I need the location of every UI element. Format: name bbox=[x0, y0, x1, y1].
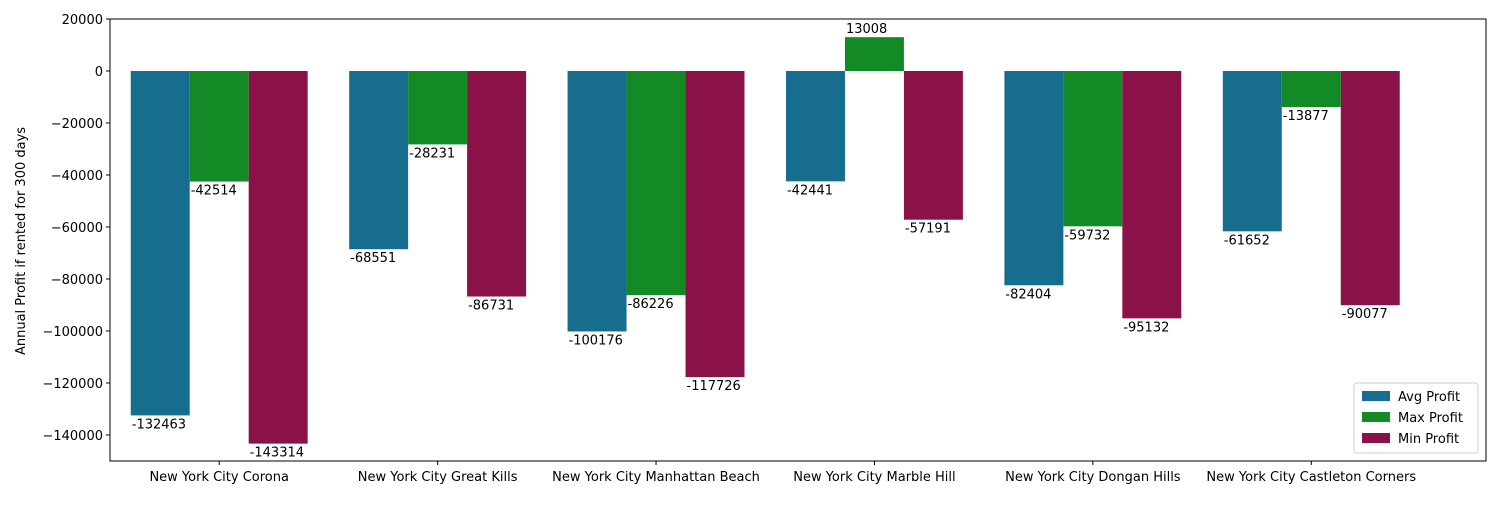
legend-entry-label: Max Profit bbox=[1398, 411, 1463, 426]
data-label: -42514 bbox=[191, 184, 237, 199]
bar-max-profit bbox=[1063, 71, 1123, 227]
bar-avg-profit bbox=[130, 71, 190, 416]
bar-avg-profit bbox=[1004, 71, 1064, 286]
x-tick-label: New York City Dongan Hills bbox=[1005, 470, 1181, 485]
data-label: -132463 bbox=[132, 417, 186, 432]
y-tick-label: −120000 bbox=[42, 377, 103, 392]
y-axis-label: Annual Profit if rented for 300 days bbox=[14, 127, 29, 355]
y-tick-label: −80000 bbox=[51, 273, 103, 288]
legend-swatch bbox=[1362, 391, 1390, 401]
bar-min-profit bbox=[685, 71, 745, 378]
bar-avg-profit bbox=[785, 71, 845, 182]
bar-max-profit bbox=[408, 71, 468, 145]
bars-layer bbox=[130, 37, 1400, 444]
bar-min-profit bbox=[248, 71, 308, 444]
bar-min-profit bbox=[1340, 71, 1400, 306]
y-tick-label: −40000 bbox=[51, 169, 103, 184]
data-label: -61652 bbox=[1224, 233, 1270, 248]
y-tick-label: −60000 bbox=[51, 221, 103, 236]
y-tick-label: −100000 bbox=[42, 325, 103, 340]
y-tick-label: −20000 bbox=[51, 117, 103, 132]
bar-min-profit bbox=[903, 71, 963, 220]
data-label: -86226 bbox=[628, 297, 674, 312]
bar-max-profit bbox=[1281, 71, 1341, 108]
data-label: -57191 bbox=[905, 222, 951, 237]
data-label: -100176 bbox=[569, 333, 623, 348]
bar-avg-profit bbox=[349, 71, 409, 250]
data-label: -86731 bbox=[468, 299, 514, 314]
legend-entry-label: Avg Profit bbox=[1398, 390, 1460, 405]
data-label: -13877 bbox=[1283, 109, 1329, 124]
legend: Avg Profit Max Profit Min Profit bbox=[1353, 382, 1479, 454]
data-label: 13008 bbox=[846, 22, 887, 37]
data-label: -117726 bbox=[687, 379, 741, 394]
legend-swatch bbox=[1362, 412, 1390, 422]
bar-avg-profit bbox=[1222, 71, 1282, 232]
legend-swatch bbox=[1362, 433, 1390, 443]
bar-max-profit bbox=[844, 37, 904, 71]
y-tick-label: −140000 bbox=[42, 429, 103, 444]
data-label: -143314 bbox=[250, 446, 304, 461]
x-tick-label: New York City Manhattan Beach bbox=[552, 470, 760, 485]
data-labels-layer: -132463 -68551 -100176 -42441 -82404 -61652 -4… bbox=[132, 22, 1388, 460]
bar-min-profit bbox=[1122, 71, 1182, 319]
plot-frame bbox=[109, 18, 1487, 462]
bar-avg-profit bbox=[567, 71, 627, 332]
data-label: -95132 bbox=[1123, 320, 1169, 335]
bar-max-profit bbox=[626, 71, 686, 296]
bar-max-profit bbox=[189, 71, 249, 182]
legend-entry-label: Min Profit bbox=[1398, 432, 1459, 447]
x-tick-label: New York City Great Kills bbox=[358, 470, 518, 485]
data-label: -28231 bbox=[409, 146, 455, 161]
y-tick-label: 0 bbox=[95, 65, 103, 80]
y-tick-label: 20000 bbox=[62, 13, 103, 28]
data-label: -42441 bbox=[787, 183, 833, 198]
x-tick-label: New York City Castleton Corners bbox=[1206, 470, 1416, 485]
data-label: -59732 bbox=[1064, 228, 1110, 243]
data-label: -82404 bbox=[1005, 287, 1051, 302]
data-label: -68551 bbox=[350, 251, 396, 266]
bar-min-profit bbox=[467, 71, 527, 297]
data-label: -90077 bbox=[1342, 307, 1388, 322]
x-tick-label: New York City Corona bbox=[149, 470, 289, 485]
x-tick-label: New York City Marble Hill bbox=[793, 470, 955, 485]
axes-layer: 20000 0 −20000 −40000 −60000 −80000 −100000 −12… bbox=[42, 13, 1487, 485]
